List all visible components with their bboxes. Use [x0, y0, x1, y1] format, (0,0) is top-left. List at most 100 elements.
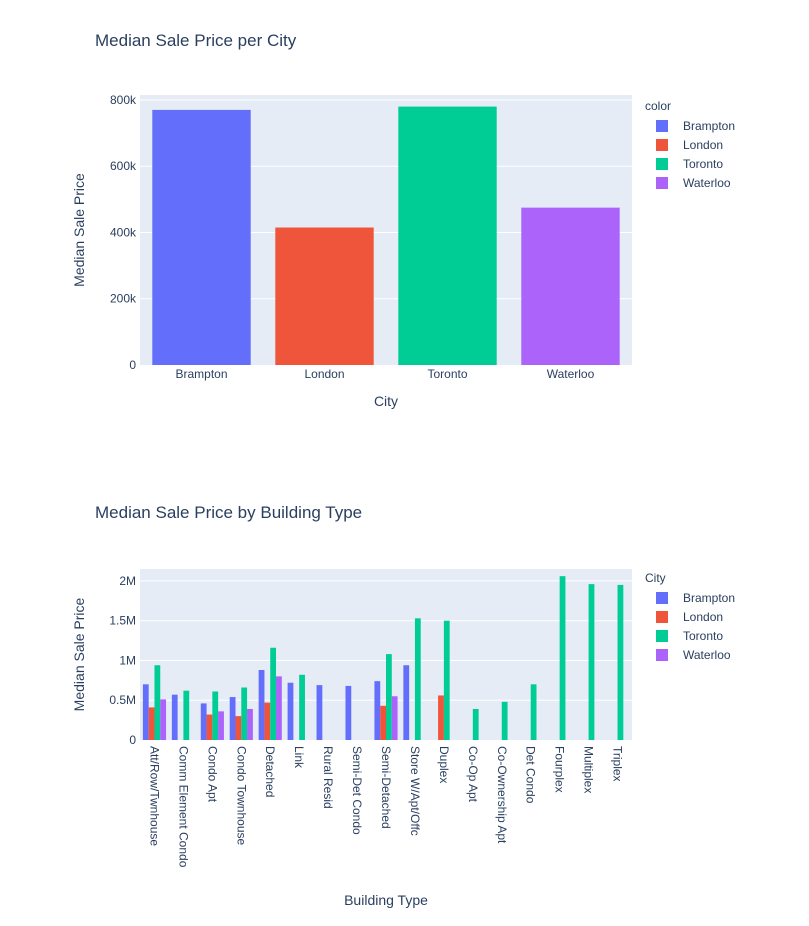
chart2-x-axis-title: Building Type	[344, 892, 428, 908]
bar-waterloo[interactable]	[218, 711, 224, 740]
legend-label: Toronto	[683, 157, 723, 171]
legend-item-london[interactable]: London	[656, 138, 723, 152]
bar-london[interactable]	[264, 702, 271, 740]
chart1-legend-title: color	[645, 99, 671, 113]
bar-brampton[interactable]	[316, 685, 323, 740]
bar-toronto[interactable]	[212, 691, 219, 740]
legend-label: Brampton	[683, 591, 735, 605]
bar-toronto[interactable]	[299, 674, 305, 740]
x-tick-label: Store W/Apt/Offc	[408, 746, 422, 836]
x-tick-label: Detached	[263, 746, 277, 797]
legend-item-waterloo[interactable]: Waterloo	[656, 176, 731, 190]
bar-toronto[interactable]	[154, 665, 161, 740]
x-tick-label: Semi-Detached	[379, 746, 393, 829]
bar-toronto[interactable]	[501, 701, 508, 740]
x-tick-label: Co-Ownership Apt	[495, 746, 509, 844]
x-tick-label: Duplex	[437, 746, 451, 783]
bar-brampton[interactable]	[229, 697, 236, 740]
y-tick-label: 0.5M	[109, 693, 136, 707]
bar-brampton[interactable]	[287, 682, 294, 740]
bar-toronto[interactable]	[443, 620, 450, 740]
bar-toronto[interactable]	[270, 647, 277, 740]
x-tick-label: Multiplex	[582, 746, 596, 793]
bar-toronto[interactable]	[559, 576, 566, 740]
bar-waterloo[interactable]	[247, 708, 253, 740]
bar-london[interactable]	[275, 227, 374, 365]
bar-toronto[interactable]	[617, 584, 624, 740]
bar-waterloo[interactable]	[391, 696, 398, 740]
bar-brampton[interactable]	[142, 684, 149, 740]
x-tick-label: Brampton	[175, 367, 227, 381]
bar-brampton[interactable]	[374, 681, 381, 740]
chart2-y-axis-title: Median Sale Price	[71, 597, 87, 711]
chart2-bars	[142, 576, 624, 740]
bar-toronto[interactable]	[241, 687, 248, 740]
legend-swatch	[656, 649, 668, 661]
legend-item-toronto[interactable]: Toronto	[656, 629, 723, 643]
x-tick-label: Triplex	[611, 746, 625, 782]
legend-item-toronto[interactable]: Toronto	[656, 157, 723, 171]
legend-item-brampton[interactable]: Brampton	[656, 591, 735, 605]
bar-london[interactable]	[206, 714, 213, 740]
bar-waterloo[interactable]	[160, 699, 167, 740]
chart2-title: Median Sale Price by Building Type	[95, 503, 362, 522]
x-tick-label: London	[304, 367, 344, 381]
bar-toronto[interactable]	[398, 106, 497, 365]
y-tick-label: 400k	[110, 225, 137, 239]
legend-swatch	[656, 611, 668, 623]
chart2-x-ticks: Att/Row/Twnhouse Comm Element Condo Condo …	[147, 746, 624, 868]
bar-toronto[interactable]	[414, 618, 421, 740]
x-tick-label: Comm Element Condo	[176, 746, 190, 868]
bar-brampton[interactable]	[345, 685, 352, 740]
bar-brampton[interactable]	[152, 109, 251, 365]
bar-toronto[interactable]	[588, 584, 595, 740]
bar-brampton[interactable]	[200, 703, 207, 740]
bar-toronto[interactable]	[530, 684, 537, 740]
chart1-bars	[152, 106, 620, 365]
bar-london[interactable]	[380, 705, 386, 740]
x-tick-label: Condo Townhouse	[234, 746, 248, 846]
y-tick-label: 1.5M	[109, 614, 136, 628]
bar-toronto[interactable]	[386, 654, 392, 740]
legend-label: London	[683, 610, 723, 624]
bar-london[interactable]	[438, 695, 444, 740]
legend-item-waterloo[interactable]: Waterloo	[656, 648, 731, 662]
legend-label: Waterloo	[683, 176, 731, 190]
x-tick-label: Co-Op Apt	[466, 746, 480, 803]
bar-brampton[interactable]	[403, 665, 410, 740]
legend-swatch	[656, 177, 668, 189]
bar-waterloo[interactable]	[276, 676, 282, 740]
legend-label: London	[683, 138, 723, 152]
chart2-y-ticks: 0 0.5M 1M 1.5M 2M	[109, 574, 136, 747]
legend-swatch	[656, 120, 668, 132]
x-tick-label: Condo Apt	[205, 746, 219, 803]
legend-swatch	[656, 158, 668, 170]
y-tick-label: 800k	[110, 93, 137, 107]
y-tick-label: 0	[129, 733, 136, 747]
chart1-title: Median Sale Price per City	[95, 31, 297, 50]
x-tick-label: Fourplex	[553, 746, 567, 793]
y-tick-label: 200k	[110, 292, 137, 306]
bar-brampton[interactable]	[171, 694, 178, 740]
bar-london[interactable]	[235, 716, 242, 740]
x-tick-label: Att/Row/Twnhouse	[147, 746, 161, 846]
bar-waterloo[interactable]	[521, 207, 620, 365]
chart1-y-axis-title: Median Sale Price	[71, 173, 87, 287]
legend-label: Brampton	[683, 119, 735, 133]
legend-item-brampton[interactable]: Brampton	[656, 119, 735, 133]
chart2-legend-title: City	[645, 571, 666, 585]
bar-brampton[interactable]	[258, 670, 265, 740]
bar-toronto[interactable]	[472, 708, 479, 740]
x-tick-label: Det Condo	[524, 746, 538, 804]
x-tick-label: Semi-Det Condo	[350, 746, 364, 835]
legend-swatch	[656, 630, 668, 642]
bar-toronto[interactable]	[183, 690, 190, 740]
y-tick-label: 1M	[119, 653, 136, 667]
x-tick-label: Rural Resid	[321, 746, 335, 809]
bar-london[interactable]	[148, 707, 155, 740]
chart-median-price-per-city: Median Sale Price per City 0 200k 400k 600k…	[71, 31, 735, 409]
legend-label: Waterloo	[683, 648, 731, 662]
legend-item-london[interactable]: London	[656, 610, 723, 624]
